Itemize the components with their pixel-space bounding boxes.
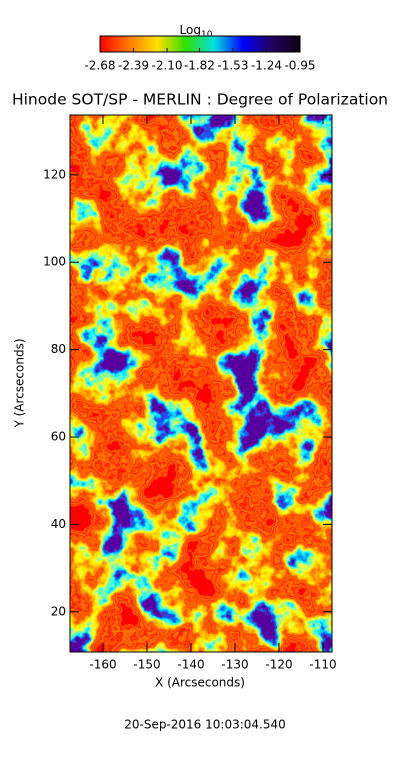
colorbar-tick-label: -1.53 bbox=[217, 59, 248, 73]
colorbar-tick-label: -2.39 bbox=[118, 59, 149, 73]
y-tick-label: 40 bbox=[51, 517, 66, 531]
chart-title: Hinode SOT/SP - MERLIN : Degree of Polar… bbox=[12, 91, 388, 109]
y-tick-label: 100 bbox=[43, 255, 66, 269]
colorbar-tick-label: -0.95 bbox=[284, 59, 315, 73]
y-tick-label: 80 bbox=[51, 342, 66, 356]
x-tick-label: -120 bbox=[265, 658, 292, 672]
x-tick-label: -140 bbox=[177, 658, 204, 672]
x-tick-label: -130 bbox=[221, 658, 248, 672]
colorbar-label: Log10 bbox=[180, 23, 213, 40]
plot-frame bbox=[69, 114, 333, 653]
colorbar-tick-label: -1.82 bbox=[184, 59, 215, 73]
colorbar bbox=[99, 35, 301, 53]
footer-date: 20-Sep-2016 10:03:04.540 bbox=[124, 718, 286, 732]
heatmap-image bbox=[70, 115, 332, 652]
colorbar-tick-label: -1.24 bbox=[251, 59, 282, 73]
colorbar-tick-label: -2.10 bbox=[152, 59, 183, 73]
y-tick-label: 120 bbox=[43, 167, 66, 181]
y-tick-label: 20 bbox=[51, 604, 66, 618]
colorbar-label-subscript: 10 bbox=[201, 30, 213, 40]
y-tick-label: 60 bbox=[51, 430, 66, 444]
x-tick-label: -150 bbox=[133, 658, 160, 672]
colorbar-label-main: Log bbox=[180, 23, 201, 37]
colorbar-tick-label: -2.68 bbox=[84, 59, 115, 73]
y-axis-label: Y (Arcseconds) bbox=[13, 338, 27, 428]
x-tick-label: -160 bbox=[89, 658, 116, 672]
x-tick-label: -110 bbox=[309, 658, 336, 672]
x-axis-label: X (Arcseconds) bbox=[155, 676, 245, 690]
